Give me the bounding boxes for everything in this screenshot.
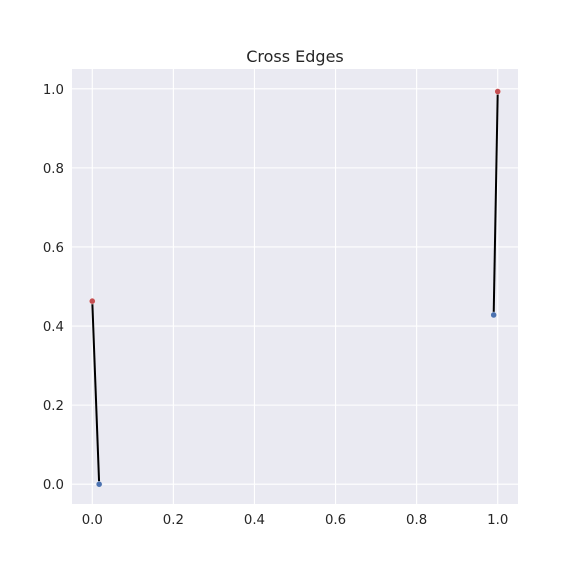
- y-tick-label: 0.8: [43, 162, 64, 177]
- x-tick-label: 0.0: [82, 513, 103, 528]
- y-tick-label: 0.2: [43, 399, 64, 414]
- y-tick-label: 0.4: [43, 320, 64, 335]
- data-point: [491, 312, 497, 318]
- data-point: [89, 298, 95, 304]
- x-tick-label: 0.8: [406, 513, 427, 528]
- data-point: [96, 481, 102, 487]
- y-tick-label: 1.0: [43, 83, 64, 98]
- x-tick-label: 0.6: [325, 513, 346, 528]
- x-tick-label: 0.2: [163, 513, 184, 528]
- y-tick-label: 0.0: [43, 478, 64, 493]
- x-tick-label: 0.4: [244, 513, 265, 528]
- x-tick-label: 1.0: [487, 513, 508, 528]
- chart-title: Cross Edges: [246, 47, 344, 66]
- plot-area: [72, 69, 518, 504]
- y-tick-label: 0.6: [43, 241, 64, 256]
- data-point: [495, 89, 501, 95]
